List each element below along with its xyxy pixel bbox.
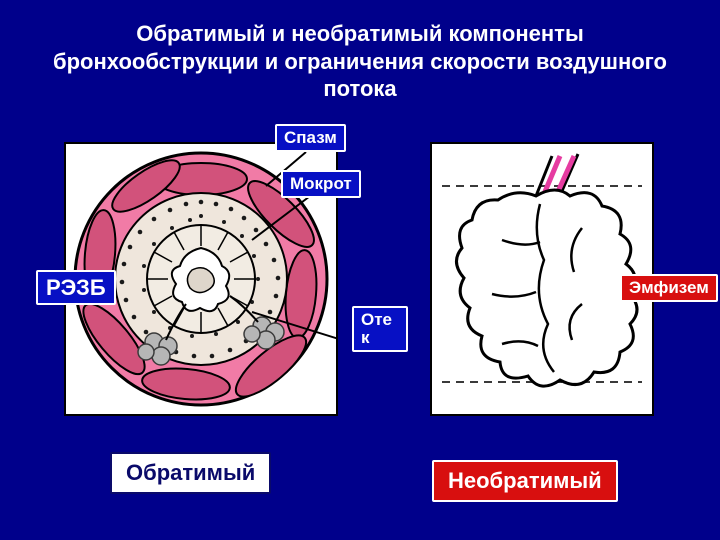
label-rezb: РЭЗБ	[36, 270, 116, 305]
caption-reversible: Обратимый	[110, 452, 271, 494]
label-edema: Оте к	[352, 306, 408, 352]
caption-irreversible: Необратимый	[432, 460, 618, 502]
slide-title: Обратимый и необратимый компоненты бронх…	[40, 20, 680, 103]
label-mucus: Мокрот	[281, 170, 361, 198]
slide: Обратимый и необратимый компоненты бронх…	[0, 0, 720, 540]
label-emphysema: Эмфизем	[620, 274, 718, 302]
emphysema-diagram	[432, 144, 652, 414]
label-spasm: Спазм	[275, 124, 346, 152]
